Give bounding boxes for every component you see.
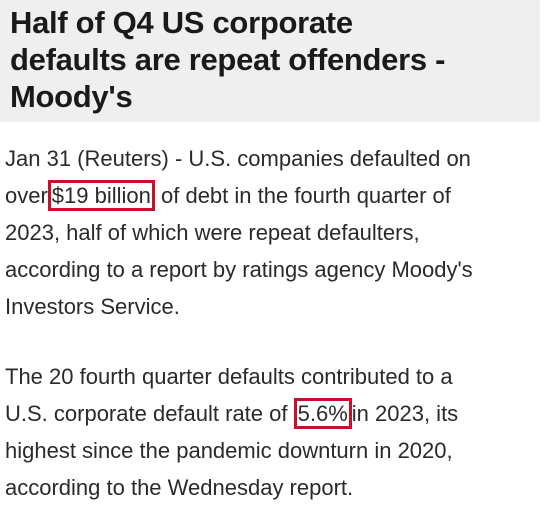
text-line: according to the Wednesday report. — [5, 469, 458, 506]
paragraph: The 20 fourth quarter defaults contribut… — [5, 358, 458, 506]
text: U.S. corporate default rate of — [5, 401, 288, 426]
text: The 20 fourth quarter defaults contribut… — [5, 364, 453, 389]
highlighted-text: $19 billion — [47, 180, 155, 211]
text-line: Investors Service. — [5, 288, 473, 325]
headline-line: Half of Q4 US corporate — [10, 5, 353, 40]
text: in 2023, its — [351, 401, 459, 426]
text: of debt in the fourth quarter of — [161, 183, 451, 208]
text-line: 2023, half of which were repeat defaulte… — [5, 214, 473, 251]
text-line: over $19 billion of debt in the fourth qu… — [5, 177, 473, 214]
text: over — [5, 183, 48, 208]
text-line: Jan 31 (Reuters) - U.S. companies defaul… — [5, 140, 473, 177]
paragraph: Jan 31 (Reuters) - U.S. companies defaul… — [5, 140, 473, 325]
text: Investors Service. — [5, 294, 180, 319]
text: 2023, half of which were repeat defaulte… — [5, 220, 420, 245]
text-line: The 20 fourth quarter defaults contribut… — [5, 358, 458, 395]
text-line: U.S. corporate default rate of 5.6% in 20… — [5, 395, 458, 432]
text: according to a report by ratings agency … — [5, 257, 473, 282]
text-line: highest since the pandemic downturn in 2… — [5, 432, 458, 469]
highlighted-text: 5.6% — [293, 398, 352, 429]
text: according to the Wednesday report. — [5, 475, 354, 500]
headline-line: Moody's — [10, 79, 133, 114]
headline-line: defaults are repeat offenders - — [10, 42, 446, 77]
text-line: according to a report by ratings agency … — [5, 251, 473, 288]
headline: Half of Q4 US corporate defaults are rep… — [0, 0, 540, 122]
text: highest since the pandemic downturn in 2… — [5, 438, 453, 463]
text: Jan 31 (Reuters) - U.S. companies defaul… — [5, 146, 471, 171]
